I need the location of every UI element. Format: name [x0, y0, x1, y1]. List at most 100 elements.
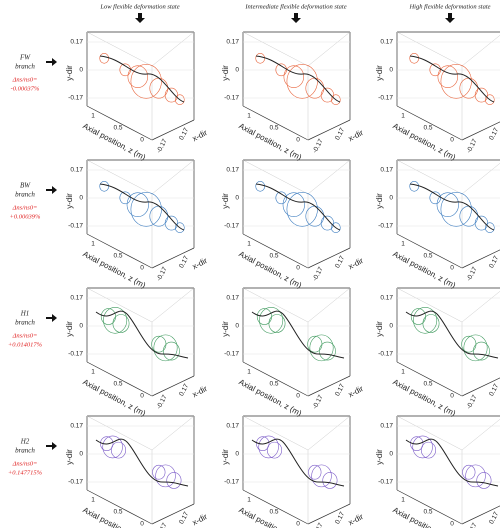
z-tick-label: 0.5 [269, 125, 278, 132]
grid-line [151, 159, 195, 195]
grid-line [307, 31, 351, 67]
grid-line [396, 415, 463, 451]
orbit-circle [268, 314, 286, 333]
axis-box [151, 375, 195, 397]
x-tick-label: 0.17 [488, 383, 500, 398]
x-tick-label: 0.17 [178, 255, 190, 270]
y-axis-label: y-dir [65, 321, 74, 337]
delta-label: Δns/ns0= [12, 460, 38, 467]
orbit-circle [166, 472, 182, 489]
y-tick-label: -0.17 [224, 223, 239, 230]
z-tick-label: 0.5 [423, 125, 432, 132]
column-header: Low flexible deformation state [99, 3, 179, 10]
delta-label: Δns/ns0= [12, 332, 38, 339]
y-tick-label: 0.17 [380, 295, 393, 302]
z-tick-label: 0 [450, 137, 454, 144]
z-tick-label: 0 [296, 521, 300, 528]
y-axis-label: y-dir [375, 193, 384, 209]
orbit-circle [322, 472, 338, 489]
right-arrow [46, 314, 57, 322]
axis-box [151, 247, 195, 269]
z-tick-label: 1 [247, 241, 251, 248]
orbit-circle [283, 65, 305, 89]
column-header: High flexible deformation state [408, 3, 490, 10]
y-tick-label: 0 [389, 67, 393, 74]
x-tick-label: 0.17 [488, 511, 500, 526]
orbit-circle [485, 94, 495, 105]
orbit-circle [163, 341, 180, 361]
grid-line [307, 287, 351, 323]
y-axis-label: y-dir [221, 193, 230, 209]
y-tick-label: 0.17 [70, 167, 83, 174]
orbit-circle [175, 222, 185, 233]
z-tick-label: 1 [401, 369, 405, 376]
x-tick-label: -0.17 [466, 266, 479, 283]
orbit-circle [164, 215, 178, 231]
orbit-circle [100, 436, 114, 451]
branch-name: H2 [20, 438, 30, 446]
mode-line [251, 310, 345, 359]
grid-line [461, 418, 500, 451]
axis-box [461, 249, 500, 269]
z-tick-label: 1 [91, 113, 95, 120]
orbit-circle [164, 87, 178, 103]
z-tick-label: 0 [140, 521, 144, 528]
down-arrow [291, 13, 301, 23]
x-tick-label: 0.17 [488, 255, 500, 270]
orbit-circle [485, 222, 495, 233]
grid-line [461, 162, 500, 195]
x-tick-label: 0.17 [178, 127, 190, 142]
axis-box [86, 489, 153, 525]
y-tick-label: -0.17 [68, 351, 83, 358]
z-tick-label: 0 [140, 265, 144, 272]
y-tick-label: 0.17 [380, 167, 393, 174]
grid-line [307, 415, 351, 451]
orbit-circle [409, 52, 420, 64]
z-tick-label: 0.5 [423, 253, 432, 260]
x-tick-label: -0.17 [466, 522, 479, 528]
y-tick-label: 0.17 [70, 423, 83, 430]
orbit-circle [99, 180, 110, 192]
branch-label: branch [15, 447, 35, 455]
orbit-circle [153, 334, 178, 362]
y-axis-label: y-dir [221, 449, 230, 465]
axis-box [242, 489, 309, 525]
grid-line [86, 31, 153, 67]
x-tick-label: 0.17 [334, 127, 346, 142]
y-axis-label: y-dir [65, 193, 74, 209]
orbit-circle [308, 464, 322, 480]
z-tick-label: 1 [401, 497, 405, 504]
orbit-circle [440, 191, 472, 227]
delta-label: Δns/ns0= [12, 76, 38, 83]
y-tick-label: 0 [79, 451, 83, 458]
y-tick-label: 0.17 [380, 39, 393, 46]
orbit-circle [474, 215, 488, 231]
right-arrow [46, 58, 57, 66]
z-tick-label: 1 [91, 241, 95, 248]
grid-line [151, 415, 195, 451]
x-tick-label: 0.17 [334, 255, 346, 270]
column-header: Intermediate flexible deformation state [244, 3, 346, 10]
grid-line [242, 287, 309, 323]
x-tick-label: -0.17 [156, 522, 169, 528]
branch-label: branch [15, 191, 35, 199]
z-tick-label: 1 [247, 113, 251, 120]
orbit-circle [462, 464, 476, 480]
axis-box [307, 375, 351, 397]
x-tick-label: -0.17 [156, 394, 169, 411]
x-tick-label: -0.17 [312, 266, 325, 283]
right-arrow [46, 442, 57, 450]
grid-line [461, 290, 500, 323]
grid-line [86, 159, 153, 195]
grid-line [86, 415, 153, 451]
x-tick-label: 0.17 [334, 511, 346, 526]
z-tick-label: 0 [296, 265, 300, 272]
orbit-circle [420, 441, 436, 459]
orbit-circle [319, 341, 336, 361]
x-axis-label: x-dir [347, 384, 365, 399]
